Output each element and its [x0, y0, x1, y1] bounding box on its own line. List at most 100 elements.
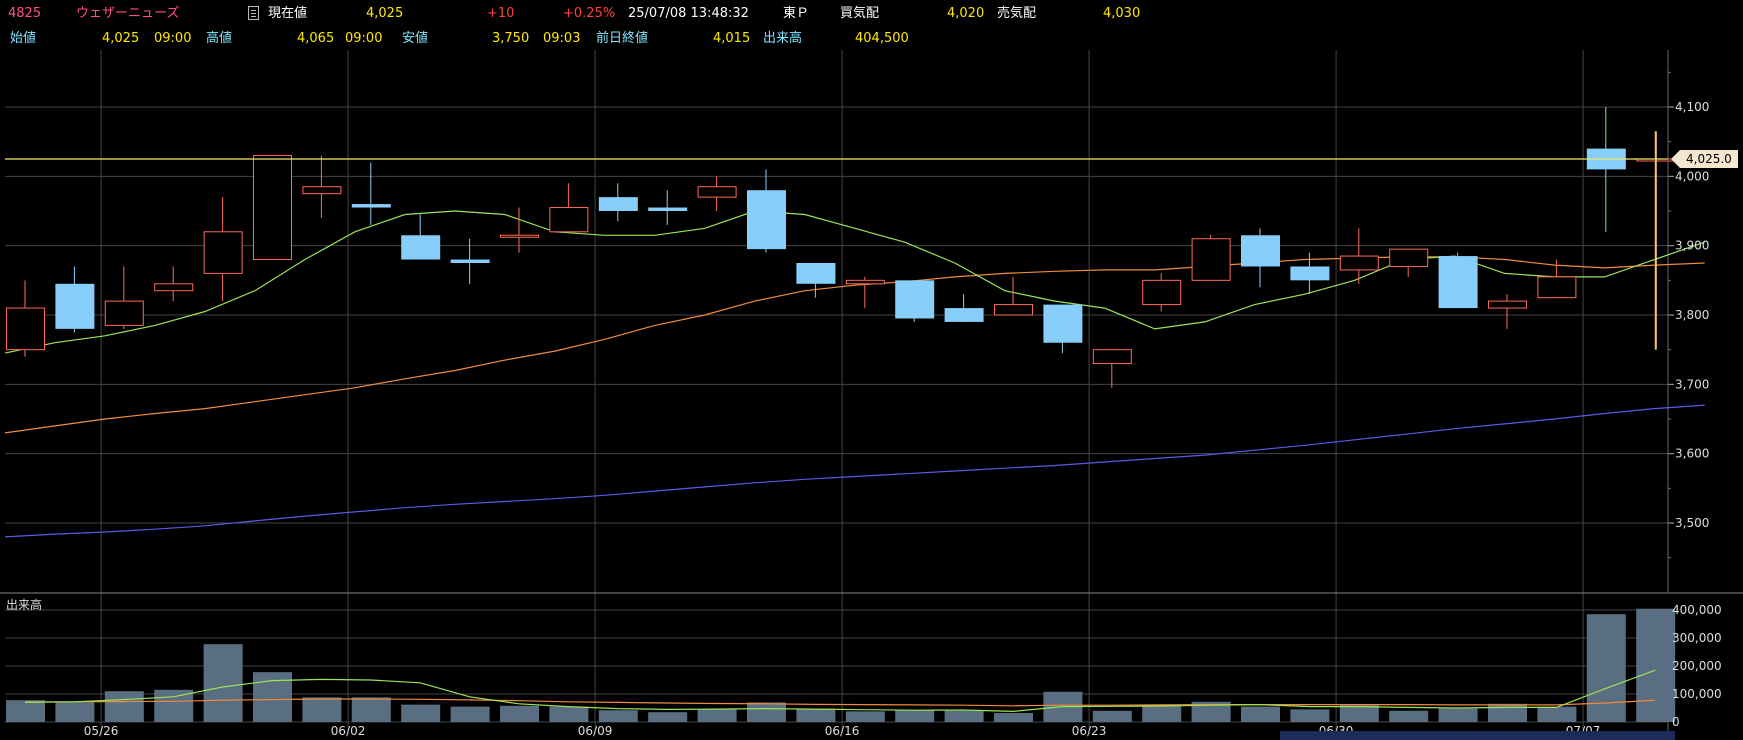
volume-tick-label: 300,000: [1672, 631, 1722, 645]
candle: [747, 169, 786, 253]
candle-body-up: [302, 186, 342, 195]
current-price-badge-label: 4,025.0: [1686, 152, 1732, 166]
candle-body-up: [1488, 300, 1527, 309]
candle: [1488, 294, 1527, 329]
market-badge: 東Ｐ: [783, 6, 810, 21]
bid-label: 買気配: [840, 6, 880, 21]
ask-label: 売気配: [997, 6, 1037, 21]
candle: [6, 280, 45, 357]
price-change: +10: [487, 6, 515, 21]
memo-icon[interactable]: [248, 6, 259, 20]
candle: [697, 176, 737, 211]
candle-body-down: [1290, 266, 1330, 281]
volume-bar: [796, 708, 836, 722]
current-price-label: 現在値: [268, 6, 308, 21]
candle: [1290, 252, 1330, 295]
price-tick-label: 3,900: [1675, 239, 1709, 253]
price-tick-label: 3,600: [1675, 447, 1709, 461]
candle: [895, 280, 935, 322]
price-tick-label: 3,800: [1675, 308, 1709, 322]
candle-body-up: [154, 283, 194, 292]
volume-ma-long: [25, 698, 1656, 707]
volume-bar: [1586, 614, 1626, 722]
volume-bar: [895, 710, 935, 722]
candle: [1438, 252, 1478, 309]
candle-body-up: [1339, 255, 1379, 271]
candle-body-up: [6, 307, 45, 351]
price-tick-label: 3,500: [1675, 516, 1709, 530]
volume-bar: [1636, 608, 1676, 722]
candle-body-up: [1092, 349, 1132, 365]
chart-vertical-grid: [100, 50, 1584, 734]
date-tick-label: 06/02: [331, 724, 366, 738]
candle-body-down: [351, 204, 391, 208]
candle-body-up: [994, 304, 1033, 316]
candle-body-down: [747, 190, 786, 250]
candle-body-down: [895, 280, 935, 319]
volume-bar: [203, 644, 243, 722]
stock-code: 4825: [8, 6, 42, 21]
candle: [1092, 349, 1132, 388]
volume-bar: [401, 704, 441, 722]
open-price: 4,025: [102, 31, 140, 46]
candle: [500, 207, 539, 253]
open-time: 09:00: [154, 31, 192, 46]
candle: [1043, 304, 1083, 354]
prev-close-label: 前日終値: [596, 31, 649, 46]
candle-body-up: [845, 279, 885, 285]
axis-labels: 4,100 4,000 3,900 3,800 3,700 3,600 3,500 400,0…: [84, 100, 1722, 738]
volume-bar: [1537, 706, 1577, 722]
price-tick-label: 4,000: [1675, 169, 1709, 183]
volume-bar: [450, 706, 490, 722]
candle: [1191, 235, 1231, 281]
volume-bar: [302, 697, 342, 722]
volume-bar: [1389, 710, 1429, 722]
candle-body-down: [598, 197, 638, 211]
current-price: 4,025: [366, 6, 404, 21]
candle: [253, 155, 292, 261]
candle: [1537, 259, 1577, 299]
volume-label: 出来高: [763, 31, 803, 46]
candle-body-down: [401, 235, 441, 260]
candle: [154, 266, 194, 302]
candle-body-up: [1191, 238, 1231, 281]
candle-body-down: [450, 259, 490, 263]
volume-bar: [1488, 703, 1527, 722]
volume-bar: [648, 712, 688, 722]
volume-bar: [944, 710, 984, 722]
volume-bar: [351, 697, 391, 722]
candle: [944, 294, 984, 322]
volume-bar: [1290, 709, 1330, 722]
date-tick-label: 06/09: [578, 724, 613, 738]
current-price-badge: [1671, 150, 1738, 168]
volume-averages: [24, 669, 1656, 713]
candle-body-up: [1389, 248, 1429, 267]
candle: [1389, 248, 1429, 277]
candle: [994, 276, 1033, 316]
volume-bar: [500, 705, 539, 722]
price-change-pct: +0.25%: [563, 6, 616, 21]
candle: [796, 263, 836, 298]
candle: [1339, 228, 1379, 284]
candle: [845, 276, 885, 309]
volume-bar: [1438, 708, 1478, 722]
volume-bar: [154, 689, 194, 722]
volume-bar: [104, 691, 144, 722]
low-price: 3,750: [492, 31, 530, 46]
candle-body-down: [944, 308, 984, 322]
volume-tick-label: 400,000: [1672, 603, 1722, 617]
open-label: 始値: [10, 31, 37, 46]
date-tick-label: 06/16: [825, 724, 860, 738]
date-tick-label: 06/23: [1072, 724, 1107, 738]
volume-tick-label: 0: [1672, 715, 1680, 729]
candle: [104, 266, 144, 329]
ma-long-line: [4, 404, 1705, 538]
low-label: 安値: [402, 31, 429, 46]
candle: [302, 155, 342, 218]
volume-bar: [549, 706, 589, 722]
candle-body-down: [796, 263, 836, 284]
candle-body-down: [55, 283, 95, 329]
candle-body-up: [1537, 276, 1577, 299]
candle: [1142, 273, 1182, 312]
